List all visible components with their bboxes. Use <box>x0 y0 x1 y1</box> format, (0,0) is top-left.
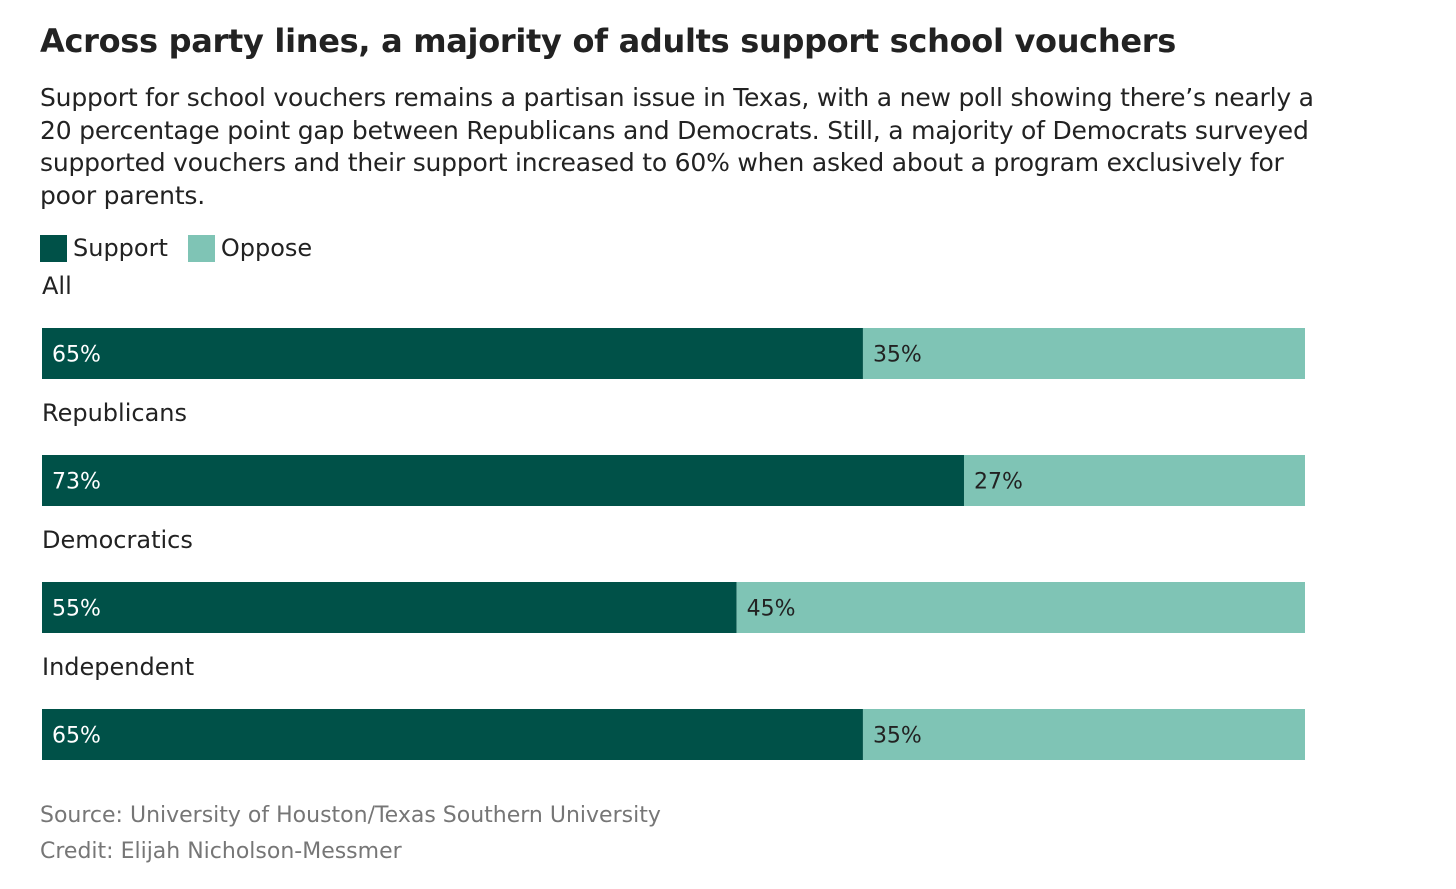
legend-label-support: Support <box>73 234 168 262</box>
legend-swatch-support <box>40 234 67 262</box>
data-label-support-republicans: 73% <box>52 470 101 495</box>
category-label-republicans: Republicans <box>42 399 187 427</box>
bar-oppose-independent <box>862 709 1305 760</box>
category-label-democratics: Democratics <box>42 526 193 554</box>
bar-support-all <box>42 328 863 379</box>
credit-note: Credit: Elijah Nicholson-Messmer <box>40 839 402 864</box>
data-label-support-all: 65% <box>52 343 101 368</box>
category-label-all: All <box>42 272 72 300</box>
chart-title: Across party lines, a majority of adults… <box>40 22 1176 60</box>
data-label-support-democratics: 55% <box>52 597 101 622</box>
bar-oppose-republicans <box>963 455 1305 506</box>
legend-item-support: Support <box>40 234 168 262</box>
bar-oppose-all <box>862 328 1305 379</box>
chart-subtitle: Support for school vouchers remains a pa… <box>40 83 1314 210</box>
source-note: Source: University of Houston/Texas Sout… <box>40 803 661 828</box>
bar-support-independent <box>42 709 863 760</box>
legend-swatch-oppose <box>187 234 215 262</box>
category-label-independent: Independent <box>42 653 194 681</box>
bar-support-democratics <box>42 582 737 633</box>
data-label-oppose-republicans: 27% <box>974 470 1023 495</box>
legend: Support Oppose <box>40 234 332 262</box>
data-label-support-independent: 65% <box>52 724 101 749</box>
legend-item-oppose: Oppose <box>187 234 313 262</box>
legend-label-oppose: Oppose <box>220 234 313 262</box>
data-label-oppose-independent: 35% <box>873 724 922 749</box>
bar-oppose-democratics <box>736 582 1305 633</box>
data-label-oppose-democratics: 45% <box>747 597 796 622</box>
bar-support-republicans <box>42 455 964 506</box>
data-label-oppose-all: 35% <box>873 343 922 368</box>
